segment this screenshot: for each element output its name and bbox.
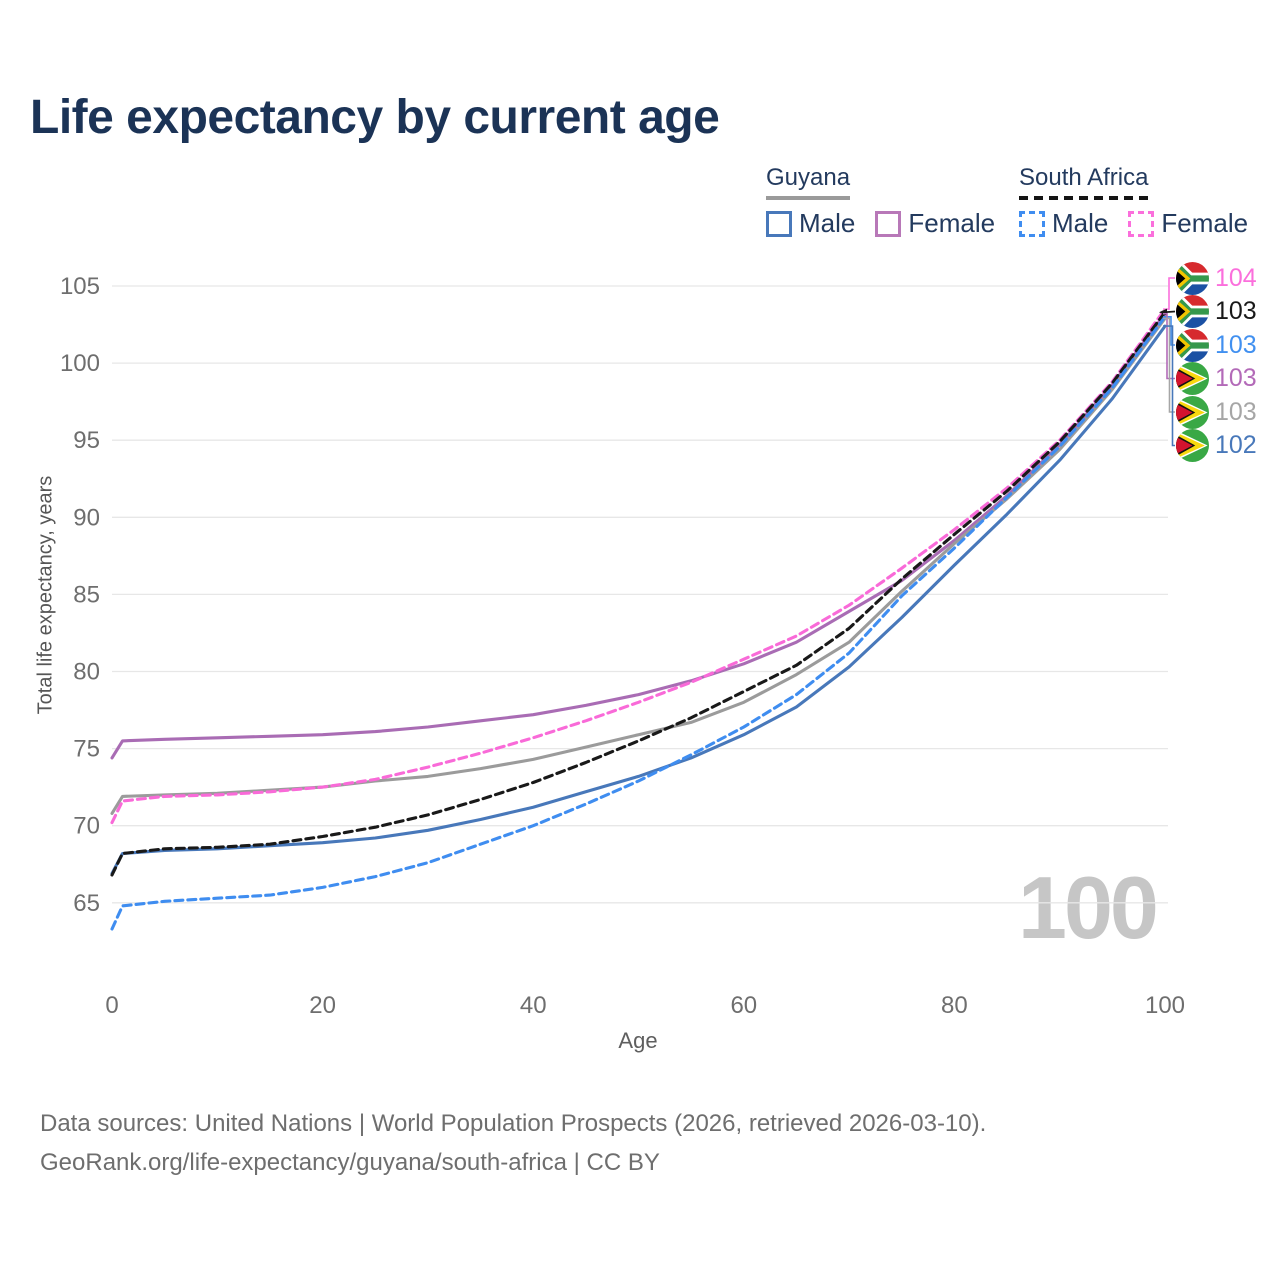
attribution-line: GeoRank.org/life-expectancy/guyana/south… (40, 1149, 660, 1176)
legend-item-guyana-male[interactable]: Male (766, 208, 855, 239)
south-africa-flag-icon (1176, 261, 1209, 295)
end-label-value: 103 (1215, 297, 1257, 325)
end-label-guyana_both: 103 (1176, 395, 1257, 429)
y-axis-title: Total life expectancy, years (34, 475, 57, 715)
south-africa-flag-icon (1176, 295, 1209, 328)
end-label-guyana_female: 103 (1176, 362, 1257, 395)
y-tick-label-75: 75 (73, 736, 100, 763)
end-label-value: 103 (1215, 364, 1257, 392)
leader-line-guyana_male (1163, 325, 1175, 447)
guyana-male-swatch-icon (766, 210, 792, 237)
end-label-value: 103 (1215, 397, 1257, 426)
page-title: Life expectancy by current age (30, 91, 720, 144)
end-label-sa_male: 103 (1176, 328, 1257, 362)
y-tick-label-70: 70 (73, 813, 100, 840)
y-tick-label-100: 100 (60, 350, 100, 377)
series-line-sa_both[interactable] (110, 310, 1167, 877)
end-label-sa_female: 104 (1176, 261, 1257, 295)
guyana-flag-icon (1176, 395, 1209, 429)
end-label-guyana_male: 102 (1176, 429, 1257, 462)
x-tick-label-100: 100 (1145, 992, 1185, 1019)
leader-line-sa_female (1163, 277, 1175, 310)
y-tick-label-65: 65 (73, 890, 100, 917)
y-tick-label-105: 105 (60, 273, 100, 300)
guyana-flag-icon (1176, 429, 1209, 462)
x-tick-label-20: 20 (309, 992, 336, 1019)
south-africa-flag-icon (1176, 328, 1209, 362)
south-africa-male-swatch-icon (1019, 210, 1045, 237)
legend-group-guyana: Guyana Male Female (766, 164, 995, 239)
y-tick-label-90: 90 (73, 504, 100, 531)
x-tick-label-80: 80 (941, 992, 968, 1019)
south-africa-female-swatch-icon (1128, 210, 1155, 237)
end-label-sa_both: 103 (1176, 295, 1257, 328)
y-tick-label-80: 80 (73, 659, 100, 686)
x-tick-label-60: 60 (730, 992, 757, 1019)
x-tick-label-40: 40 (520, 992, 547, 1019)
x-axis-title: Age (618, 1028, 658, 1053)
y-tick-label-95: 95 (73, 427, 100, 454)
guyana-female-swatch-icon (875, 210, 902, 237)
legend-item-south-africa-male[interactable]: Male (1019, 208, 1108, 239)
series-line-guyana_both[interactable] (110, 316, 1167, 815)
legend-item-label: Male (799, 208, 856, 238)
legend-item-south-africa-female[interactable]: Female (1128, 208, 1248, 239)
end-label-value: 102 (1215, 431, 1257, 459)
series-line-sa_male[interactable] (110, 315, 1167, 931)
x-tick-label-0: 0 (105, 992, 118, 1019)
guyana-flag-icon (1176, 362, 1209, 395)
legend-item-label: Female (908, 208, 996, 238)
end-label-value: 104 (1215, 263, 1257, 292)
age-watermark: 100 (1018, 858, 1159, 957)
series-line-guyana_female[interactable] (110, 312, 1167, 760)
series-line-sa_female[interactable] (110, 307, 1167, 825)
legend-item-label: Male (1052, 208, 1109, 238)
legend-group-south-africa: South Africa Male Female (1019, 164, 1248, 239)
data-sources-line: Data sources: United Nations | World Pop… (40, 1110, 987, 1137)
legend-country-guyana[interactable]: Guyana (766, 164, 851, 200)
end-label-value: 103 (1215, 330, 1257, 359)
legend-country-south-africa[interactable]: South Africa (1019, 164, 1149, 200)
y-tick-label-85: 85 (73, 581, 100, 608)
footer: Data sources: United Nations | World Pop… (40, 1104, 986, 1182)
leader-line-guyana_female (1163, 312, 1175, 380)
legend-item-label: Female (1161, 208, 1249, 238)
legend-item-guyana-female[interactable]: Female (875, 208, 995, 239)
